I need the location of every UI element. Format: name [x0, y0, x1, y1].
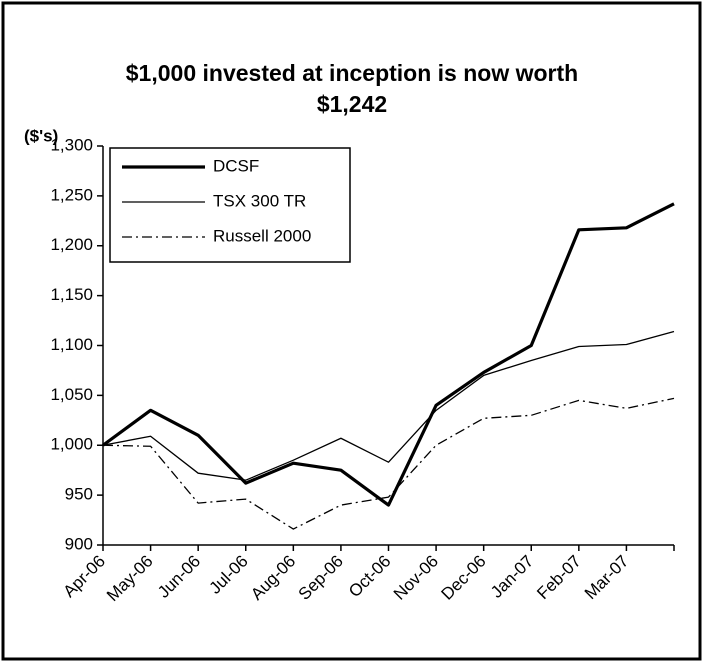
y-tick-label: 1,200 — [50, 235, 93, 254]
x-tick-label: Jul-06 — [206, 552, 252, 598]
y-tick-label: 950 — [65, 485, 93, 504]
x-tick-label: Sep-06 — [295, 552, 347, 604]
y-tick-label: 1,300 — [50, 135, 93, 154]
y-tick-label: 1,250 — [50, 185, 93, 204]
legend-label: Russell 2000 — [213, 226, 311, 245]
x-tick-label: Oct-06 — [345, 552, 395, 602]
y-axis-label: ($'s) — [24, 126, 58, 145]
chart-title: $1,000 invested at inception is now wort… — [125, 60, 579, 117]
series-line — [102, 397, 675, 530]
x-tick-label: Nov-06 — [390, 552, 442, 604]
y-tick-label: 1,150 — [50, 285, 93, 304]
x-tick-label: Aug-06 — [247, 552, 299, 604]
legend-label: DCSF — [213, 156, 259, 175]
x-tick-label: Jan-07 — [487, 552, 537, 602]
y-tick-label: 1,050 — [50, 385, 93, 404]
x-tick-label: Feb-07 — [533, 552, 585, 604]
legend-label: TSX 300 TR — [213, 191, 306, 210]
y-tick-label: 1,000 — [50, 435, 93, 454]
y-tick-label: 1,100 — [50, 335, 93, 354]
x-tick-label: Dec-06 — [437, 552, 489, 604]
series-line — [102, 202, 675, 507]
y-tick-label: 900 — [65, 534, 93, 553]
series-line — [102, 330, 675, 481]
x-tick-label: Jun-06 — [154, 552, 204, 602]
x-tick-label: Apr-06 — [59, 552, 109, 602]
x-tick-label: May-06 — [103, 552, 157, 606]
x-tick-label: Mar-07 — [581, 552, 633, 604]
